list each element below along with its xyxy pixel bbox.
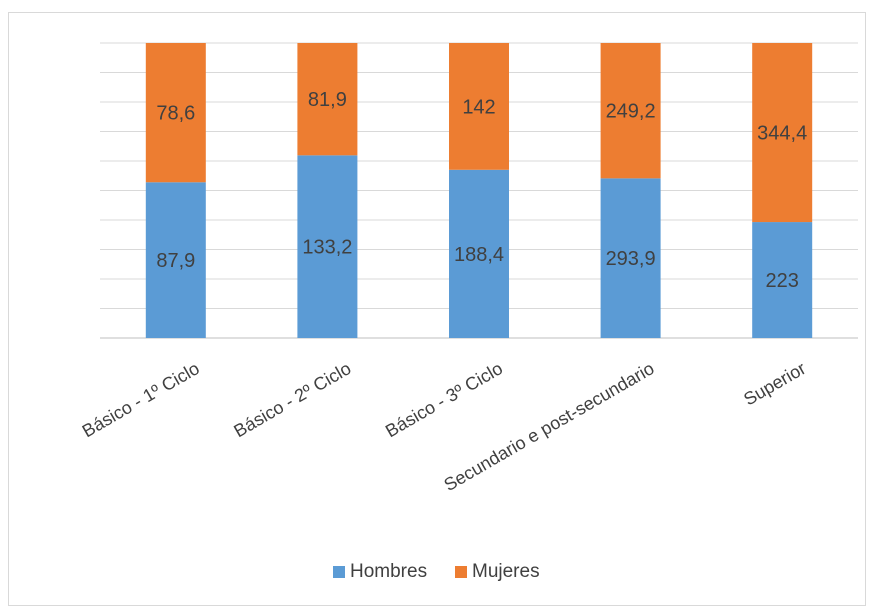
x-tick-label-2: Básico - 2º Ciclo — [230, 358, 354, 441]
data-label-mujeres-3: 142 — [462, 96, 495, 118]
data-label-mujeres-5: 344,4 — [757, 123, 807, 145]
bar-hombres-5 — [752, 222, 813, 338]
bar-mujeres-2 — [297, 43, 358, 156]
data-label-hombres-5: 223 — [766, 270, 799, 292]
legend-label-mujeres: Mujeres — [472, 561, 540, 582]
legend-label-hombres: Hombres — [350, 561, 427, 582]
data-label-hombres-2: 133,2 — [302, 237, 352, 259]
bar-mujeres-3 — [449, 43, 509, 170]
x-tick-label-1: Básico - 1º Ciclo — [79, 358, 203, 441]
legend-swatch-mujeres — [455, 566, 467, 578]
data-label-mujeres-1: 78,6 — [156, 103, 195, 125]
x-tick-label-5: Superior — [740, 358, 809, 409]
data-label-hombres-1: 87,9 — [156, 250, 195, 272]
bar-hombres-3 — [449, 169, 509, 338]
bar-hombres-4 — [600, 178, 661, 338]
x-tick-label-3: Básico - 3º Ciclo — [382, 358, 506, 441]
legend-swatch-hombres — [333, 566, 345, 578]
data-label-mujeres-4: 249,2 — [606, 101, 656, 123]
bar-mujeres-1 — [145, 43, 206, 183]
data-label-hombres-4: 293,9 — [606, 248, 656, 270]
bar-hombres-2 — [297, 155, 358, 338]
bar-mujeres-4 — [600, 43, 661, 179]
bar-mujeres-5 — [752, 43, 813, 223]
data-label-hombres-3: 188,4 — [454, 244, 504, 266]
bar-hombres-1 — [145, 182, 206, 338]
data-label-mujeres-2: 81,9 — [308, 89, 347, 111]
